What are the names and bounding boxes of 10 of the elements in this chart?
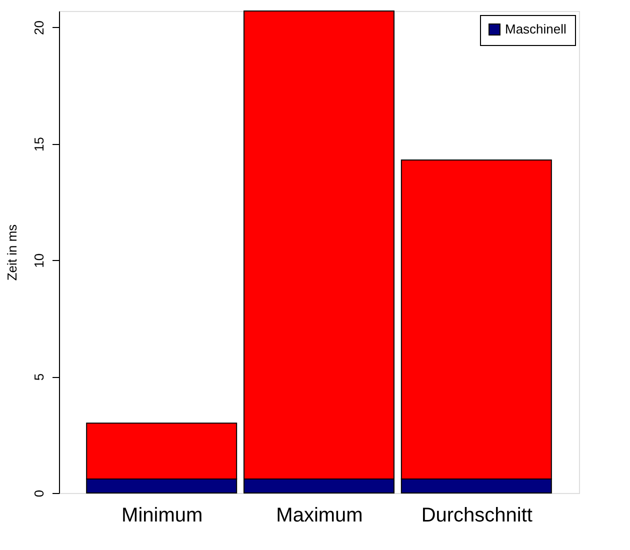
x-tick-label: Minimum [122,504,203,526]
x-tick-label: Durchschnitt [421,504,533,526]
y-tick-label: 0 [32,490,46,498]
y-tick-label: 15 [32,136,46,152]
y-axis-title: Zeit in ms [4,224,20,281]
legend-label: Maschinell [505,22,567,36]
y-tick-label: 20 [32,20,46,36]
x-tick-label: Maximum [276,504,363,526]
y-tick-label: 5 [32,373,46,381]
y-tick-label: 10 [32,253,46,268]
